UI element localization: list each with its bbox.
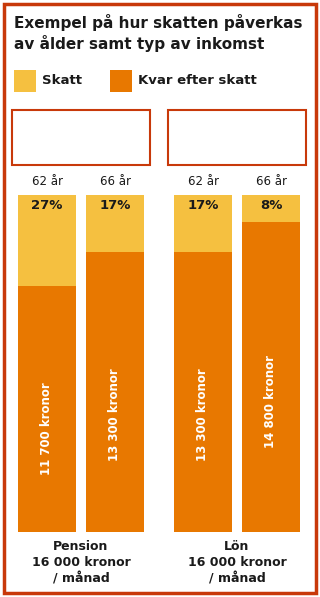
- Text: 13 300 kronor: 13 300 kronor: [196, 368, 210, 461]
- Bar: [12, 110, 150, 165]
- Bar: [14, 70, 36, 92]
- Bar: [174, 253, 232, 532]
- Text: 11 700 kronor: 11 700 kronor: [41, 382, 53, 475]
- Bar: [168, 110, 306, 165]
- Bar: [18, 286, 76, 532]
- Text: Exempel på hur skatten påverkas
av ålder samt typ av inkomst: Exempel på hur skatten påverkas av ålder…: [14, 14, 302, 52]
- Text: 62 år: 62 år: [188, 175, 219, 188]
- Bar: [86, 195, 144, 253]
- Text: 17%: 17%: [187, 199, 219, 212]
- Text: 62 år: 62 år: [31, 175, 62, 188]
- Text: Ta ut pension,
sluta arbeta: Ta ut pension, sluta arbeta: [32, 118, 131, 147]
- Text: Lön
16 000 kronor
/ månad: Lön 16 000 kronor / månad: [188, 540, 286, 585]
- Text: 66 år: 66 år: [255, 175, 286, 188]
- Text: Ingen pension,
fortsätta arbeta: Ingen pension, fortsätta arbeta: [180, 118, 293, 147]
- Text: 14 800 kronor: 14 800 kronor: [265, 355, 277, 448]
- Bar: [242, 195, 300, 222]
- Text: 13 300 kronor: 13 300 kronor: [108, 368, 122, 461]
- Text: Pension
16 000 kronor
/ månad: Pension 16 000 kronor / månad: [32, 540, 130, 585]
- Text: 17%: 17%: [99, 199, 131, 212]
- Text: Kvar efter skatt: Kvar efter skatt: [138, 75, 257, 88]
- Bar: [18, 195, 76, 286]
- Bar: [110, 70, 132, 92]
- Bar: [86, 253, 144, 532]
- Text: 66 år: 66 år: [100, 175, 131, 188]
- Text: 27%: 27%: [31, 199, 63, 212]
- Bar: [174, 195, 232, 253]
- Text: Skatt: Skatt: [42, 75, 82, 88]
- Text: 8%: 8%: [260, 199, 282, 212]
- Bar: [242, 222, 300, 532]
